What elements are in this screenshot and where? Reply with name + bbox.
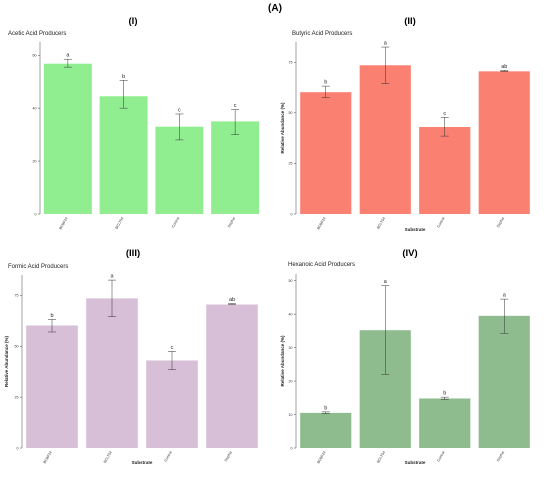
y-axis-title: Relative Abundance (%) [280,102,285,154]
x-tick-label: BCLT54 [376,217,386,230]
y-tick-label: 50 [15,345,19,349]
y-tick-label: 20 [33,159,37,163]
significance-label: b [324,405,327,411]
x-tick-label: BCBF24 [316,217,326,231]
bar-bclt54 [99,96,148,214]
chart-panel-1: (I) Acetic Acid Producers 0 20 40 60 a BCBF24 b B… [8,16,260,231]
y-tick-label: 60 [33,54,37,58]
bar-sephia [206,304,258,448]
x-axis-title: Substrate [405,227,426,232]
x-tick-label: BCBF24 [58,217,68,231]
significance-label: b [443,391,446,397]
y-tick-label: 75 [15,294,19,298]
x-tick-label: Sephia [496,217,505,229]
bar-control [419,398,471,448]
bar-bcbf24 [300,412,352,448]
x-axis-title: Substrate [132,460,153,465]
x-tick-label: Sephia [496,451,505,463]
significance-label: b [50,313,53,319]
y-tick-label: 0 [35,212,37,216]
x-tick-label: BCLT54 [115,217,125,230]
significance-label: a [503,293,507,299]
significance-label: c [171,345,174,351]
panel-label: (III) [126,248,140,259]
panel-title: Acetic Acid Producers [8,31,66,37]
panels: (I) Acetic Acid Producers 0 20 40 60 a BCBF24 b B… [4,16,530,465]
y-tick-label: 0 [291,446,293,450]
panel-title: Hexanoic Acid Producers [288,262,355,268]
bar-sephia [211,121,260,214]
panel-label: (II) [404,16,416,27]
bar-control [146,360,198,448]
panel-label: (I) [129,16,138,27]
x-tick-label: BCLT54 [103,451,113,464]
x-tick-label: BCLT54 [376,451,386,464]
significance-label: c [443,111,446,117]
significance-label: a [384,41,388,47]
y-tick-label: 75 [289,61,293,65]
chart-panel-3: (III) Formic Acid Producers 0 25 50 75 b BCBF24… [4,248,258,465]
bar-bclt54 [359,65,411,214]
bar-bcbf24 [26,325,78,448]
y-axis-title: Relative Abundance (%) [4,335,9,387]
chart-panel-2: (II) Butyric Acid Producers 0 25 50 75 b BCBF24… [280,16,530,232]
y-axis-title: Relative Abundance (%) [280,335,285,387]
y-tick-label: 0 [291,212,293,216]
figure-label: (A) [268,3,282,14]
y-tick-label: 0 [17,446,19,450]
y-tick-label: 50 [289,279,293,283]
significance-label: a [110,274,114,280]
y-tick-label: 20 [289,379,293,383]
significance-label: c [178,107,181,113]
significance-label: a [384,279,388,285]
x-tick-label: Control [436,450,445,462]
significance-label: ab [229,297,235,303]
bar-control [155,126,204,214]
panel-label: (IV) [402,248,417,259]
x-axis-title: Substrate [405,460,426,465]
y-tick-label: 25 [289,162,293,166]
significance-label: b [122,74,125,80]
bar-sephia [478,71,530,214]
panel-title: Formic Acid Producers [8,264,68,270]
x-tick-label: BCBF24 [43,451,53,465]
x-tick-label: Control [171,216,180,228]
bar-bclt54 [86,298,138,448]
significance-label: a [66,53,70,59]
x-tick-label: Control [164,450,173,462]
y-tick-label: 30 [289,346,293,350]
y-tick-label: 25 [15,395,19,399]
y-tick-label: 40 [33,106,37,110]
y-tick-label: 40 [289,312,293,316]
bar-sephia [478,315,530,448]
x-tick-label: BCBF24 [316,451,326,465]
x-tick-label: Control [436,216,445,228]
bar-bcbf24 [43,63,92,215]
y-tick-label: 50 [289,111,293,115]
significance-label: b [324,80,327,86]
bar-control [419,126,471,214]
panel-title: Butyric Acid Producers [292,31,352,37]
chart-panel-4: (IV) Hexanoic Acid Producers 0 10 20 30 40 50 b B… [280,248,530,465]
significance-label: c [234,103,237,109]
x-tick-label: Sephia [224,451,233,463]
x-tick-label: Sephia [227,217,236,229]
y-tick-label: 10 [289,413,293,417]
significance-label: ab [501,64,507,70]
bar-bcbf24 [300,92,352,214]
